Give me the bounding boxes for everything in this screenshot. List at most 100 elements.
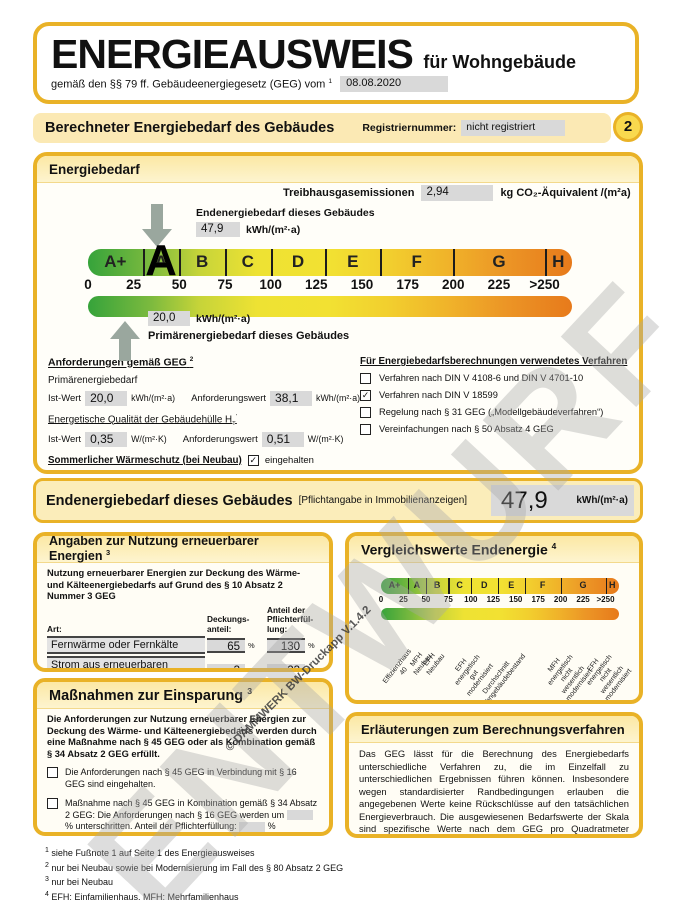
scale-separator — [407, 578, 410, 594]
vergleichswerte-box: Vergleichswerte Endenergie 4 A+ A B C D E F G H … — [345, 532, 643, 704]
anteil-field-1[interactable]: 23 — [267, 663, 305, 668]
footnote: 2 nur bei Neubau sowie bei Modernisierun… — [45, 861, 344, 873]
footnote: 1 siehe Fußnote 1 auf Seite 1 des Energi… — [45, 847, 255, 858]
ist-label: Ist-Wert — [48, 392, 82, 404]
section-bar: Berechneter Energiebedarf des Gebäudes R… — [33, 113, 611, 143]
primaerenergie-value-field[interactable]: 20,0 — [148, 311, 190, 326]
document-title: ENERGIEAUSWEIS — [51, 31, 414, 77]
efficiency-class-marker: A — [145, 236, 177, 285]
header-box: ENERGIEAUSWEIS für Wohngebäude gemäß den… — [33, 22, 639, 104]
section-title: Berechneter Energiebedarf des Gebäudes — [45, 120, 335, 136]
primaer-anforderung-field[interactable]: 38,1 — [270, 390, 313, 406]
scale-class-letter: D — [291, 252, 305, 271]
art-label: Art: — [47, 624, 62, 635]
pflichterfuellung-field[interactable] — [239, 821, 266, 832]
verfahren-checkbox-0[interactable] — [360, 373, 371, 384]
pflichterfuellung-header: Anteil der Pflichterfül- lung: — [267, 604, 314, 634]
scale-separator — [470, 578, 473, 594]
erneuerbare-titlebar: Angaben zur Nutzung erneuerbarer Energie… — [37, 534, 329, 564]
page-number-badge: 2 — [613, 112, 643, 142]
erneuerbare-table: Art: Deckungs- anteil: Anteil der Pflich… — [47, 605, 319, 668]
deckung-field-0[interactable]: 65 — [207, 637, 245, 653]
law-footnote-marker: 1 — [328, 77, 333, 85]
scale-separator — [179, 249, 182, 276]
scale-separator — [560, 578, 563, 594]
endenergie-value-field[interactable]: 47,9 — [196, 222, 240, 237]
huelle-anforderung-field[interactable]: 0,51 — [261, 431, 304, 447]
erneuerbare-title: Angaben zur Nutzung erneuerbarer Energie… — [49, 534, 259, 564]
treibhausgas-row: Treibhausgasemissionen 2,94 kg CO₂-Äquiv… — [283, 185, 631, 201]
energiebedarf-title: Energiebedarf — [49, 161, 140, 177]
scale-tick: 50 — [171, 277, 187, 292]
scale-separator — [605, 578, 608, 594]
scale-separator — [544, 249, 547, 276]
anteil-field-0[interactable]: 130 — [267, 637, 305, 653]
scale-tick: 175 — [531, 595, 545, 604]
verfahren-checkbox-2[interactable] — [360, 407, 371, 418]
deckung-field-1[interactable]: 3 — [207, 663, 245, 668]
endenergie-callout: Endenergiebedarf dieses Gebäudes 47,9 kW… — [196, 207, 375, 237]
energiebedarf-titlebar: Energiebedarf — [37, 156, 639, 183]
endenergie-result-field[interactable]: 47,9 kWh/(m²·a) — [491, 485, 634, 516]
verfahren-item: Verfahren nach DIN V 4108-6 und DIN V 47… — [360, 373, 642, 384]
scale-tick: >250 — [529, 277, 560, 292]
unterschreitung-field[interactable] — [286, 810, 313, 821]
table-row: Strom aus erneuerbaren Energien 3% 23% — [47, 656, 319, 668]
massnahmen-titlebar: Maßnahmen zur Einsparung 3 — [37, 682, 329, 709]
deckungsanteil-header: Deckungs- anteil: — [207, 614, 250, 634]
scale-separator — [453, 249, 456, 276]
treibhausgas-value-field[interactable]: 2,94 — [421, 185, 494, 201]
anforderungswert-label: Anforderungswert — [191, 392, 267, 404]
footnote: 4 EFH: Einfamilienhaus, MFH: Mehrfamilie… — [45, 890, 239, 900]
endenergie-arrow-down-icon — [142, 204, 173, 247]
huelle-ist-row: Ist-Wert 0,35 W/(m²·K) Anforderungswert … — [48, 431, 344, 447]
scale-tick: 175 — [396, 277, 419, 292]
footnotes: 1 siehe Fußnote 1 auf Seite 1 des Energi… — [45, 845, 343, 900]
huelle-ist-field[interactable]: 0,35 — [85, 431, 128, 447]
scale-class-letter: F — [411, 252, 422, 271]
endenergie-result-label: Endenergiebedarf dieses Gebäudes — [46, 492, 293, 509]
endenergie-result-bar: Endenergiebedarf dieses Gebäudes [Pflich… — [33, 478, 643, 523]
scale-class-letter: A+ — [388, 580, 401, 590]
massnahmen-checkbox-1[interactable] — [47, 767, 58, 779]
registration-label: Registriernummer: — [362, 122, 457, 134]
scale-separator — [142, 249, 145, 276]
treibhausgas-label: Treibhausgasemissionen — [283, 187, 415, 199]
verfahren-checkbox-3[interactable] — [360, 424, 371, 435]
scale-separator — [380, 249, 383, 276]
primaer-ist-field[interactable]: 20,0 — [85, 390, 128, 406]
scale-separator — [325, 249, 328, 276]
endenergie-unit: kWh/(m²·a) — [246, 223, 301, 236]
sommer-heading: Sommerlicher Wärmeschutz (bei Neubau) — [48, 454, 242, 466]
pflichtangabe-note: [Pflichtangabe in Immobilienanzeigen] — [298, 495, 468, 506]
sommer-checkbox[interactable]: ✓ — [247, 454, 259, 466]
gebaeudehuelle-subheading: Energetische Qualität der Gebäudehülle H… — [48, 413, 237, 427]
erneuerbare-table-header: Art: Deckungs- anteil: Anteil der Pflich… — [47, 605, 319, 635]
verfahren-column: Für Energiebedarfsberechnungen verwendet… — [360, 356, 642, 435]
primaerenergie-value-row: 20,0 kWh/(m²·a) — [148, 311, 250, 326]
verfahren-checkbox-1[interactable]: ✓ — [360, 390, 371, 401]
massnahmen-checkbox-2[interactable] — [47, 797, 58, 809]
registration-number-field[interactable]: nicht registriert — [461, 120, 566, 136]
scale-tick: 50 — [421, 595, 431, 604]
scale-tick: 25 — [398, 595, 408, 604]
endenergie-label: Endenergiebedarf dieses Gebäudes — [196, 207, 375, 219]
energy-rating-scale: A A+ A B C D E F G H 0 25 50 75 100 125 150 175 200 225 >2… — [84, 204, 572, 361]
massnahmen-item: Maßnahme nach § 45 GEG in Kombination ge… — [47, 797, 319, 832]
scale-class-letter: F — [539, 580, 546, 590]
geg-date-field[interactable]: 08.08.2020 — [340, 76, 449, 92]
scale-class-letter: A — [154, 252, 168, 271]
anforderungen-column: Anforderungen gemäß GEG 2 Primärenergieb… — [48, 356, 360, 466]
scale-gradient-bar — [88, 296, 572, 317]
scale-tick: >250 — [596, 595, 615, 604]
primaerenergie-arrow-up-icon — [109, 321, 140, 361]
vergleich-rating-scale: A+ A B C D E F G H 0 25 50 75 100 125 150 175 200 225 >250 — [379, 578, 619, 620]
scale-band: A+ A B C D E F G H — [88, 249, 572, 276]
verfahren-item: Vereinfachungen nach § 50 Absatz 4 GEG — [360, 424, 642, 435]
scale-class-letter: G — [492, 252, 506, 271]
footnote: 3 nur bei Neubau — [45, 876, 113, 887]
scale-tick: 150 — [509, 595, 523, 604]
scale-class-letter: E — [508, 580, 515, 590]
massnahmen-item: Die Anforderungen nach § 45 GEG in Verbi… — [47, 767, 319, 790]
